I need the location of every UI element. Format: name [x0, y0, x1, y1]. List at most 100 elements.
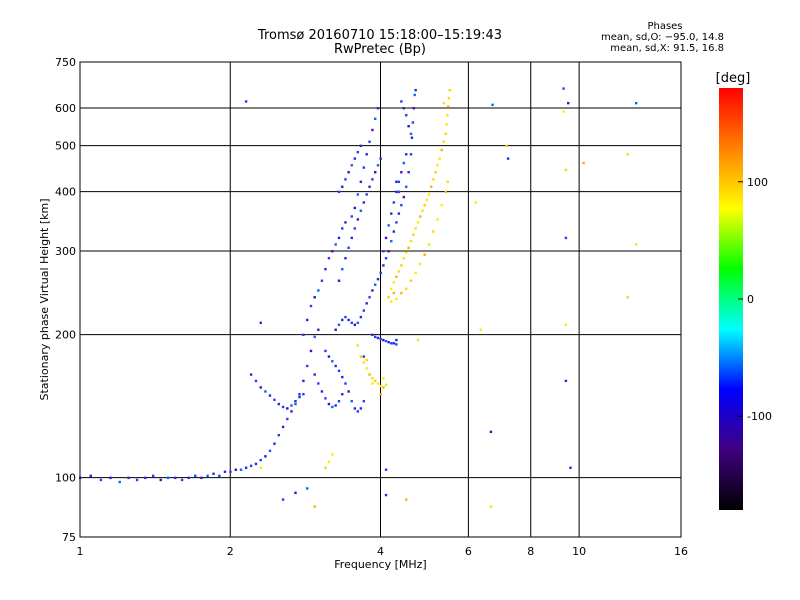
x-mode-point — [446, 180, 449, 184]
x-mode-point — [371, 382, 374, 385]
x-mode-point — [409, 239, 413, 243]
o-mode-point — [259, 458, 262, 462]
x-mode-point — [365, 358, 368, 362]
x-mode-point — [445, 123, 448, 126]
o-mode-point — [317, 289, 320, 292]
x-mode-point — [427, 243, 431, 246]
o-mode-point — [368, 296, 371, 299]
y-tick-label: 500 — [55, 140, 76, 153]
x-mode-point — [400, 264, 403, 267]
o-mode-point — [387, 250, 390, 253]
o-mode-point — [402, 161, 406, 165]
o-mode-point — [356, 410, 360, 413]
o-mode-point — [414, 88, 417, 92]
o-mode-point — [327, 402, 331, 406]
o-mode-point — [356, 150, 360, 154]
plot-frame — [79, 61, 682, 538]
plot-grid — [80, 62, 681, 537]
o-mode-point — [277, 402, 281, 406]
o-mode-point — [356, 193, 360, 196]
o-mode-point — [371, 128, 374, 132]
o-mode-point — [331, 360, 334, 363]
o-mode-point — [273, 398, 276, 401]
y-axis-label: Stationary phase Virtual Height [km] — [38, 198, 51, 400]
o-mode-point — [353, 206, 357, 210]
x-mode-point — [440, 203, 443, 207]
o-mode-point — [376, 277, 380, 281]
x-mode-point — [505, 144, 508, 148]
x-tick-label: 1 — [77, 545, 84, 558]
o-mode-point — [374, 283, 377, 286]
x-mode-point — [395, 297, 398, 301]
y-tick-label: 200 — [55, 329, 76, 342]
o-mode-point — [268, 394, 272, 397]
x-mode-point — [313, 505, 316, 508]
x-tick-label: 6 — [465, 545, 472, 558]
x-mode-point — [626, 153, 629, 156]
o-mode-point — [206, 474, 209, 478]
o-mode-point — [144, 476, 147, 480]
x-mode-point — [434, 171, 437, 174]
x-mode-point — [376, 382, 380, 385]
o-mode-point — [344, 315, 347, 319]
o-mode-point — [135, 478, 139, 482]
o-mode-point — [334, 243, 337, 246]
o-mode-point — [294, 400, 297, 403]
o-mode-point — [353, 157, 357, 160]
o-mode-point — [306, 364, 309, 368]
x-axis: 1 2 4 6 8 10 16 — [77, 545, 689, 558]
o-mode-point — [376, 107, 380, 110]
o-mode-point — [353, 227, 357, 230]
x-mode-point — [400, 291, 403, 295]
o-mode-point — [368, 185, 371, 188]
o-mode-point — [159, 478, 162, 482]
x-mode-point — [474, 201, 477, 204]
x-mode-point — [436, 164, 439, 167]
o-mode-point — [359, 209, 363, 212]
x-mode-point — [446, 114, 449, 117]
x-mode-point — [582, 161, 585, 165]
o-mode-point — [294, 402, 297, 406]
o-mode-point — [379, 157, 382, 160]
o-mode-point — [166, 476, 170, 480]
x-mode-point — [440, 148, 443, 152]
x-mode-point — [412, 233, 415, 236]
o-mode-point — [277, 433, 281, 437]
o-mode-point — [239, 468, 243, 471]
o-mode-point — [411, 121, 415, 124]
o-mode-point — [382, 264, 385, 267]
colorbar-tick-label: -100 — [747, 410, 772, 423]
x-mode-point — [414, 227, 417, 230]
y-tick-label: 400 — [55, 186, 76, 199]
o-mode-point — [302, 393, 305, 396]
o-mode-point — [564, 379, 568, 383]
x-mode-point — [405, 498, 408, 501]
o-mode-point — [324, 397, 327, 400]
o-mode-point — [567, 101, 570, 105]
o-mode-point — [317, 382, 320, 385]
x-mode-point — [407, 246, 410, 250]
o-mode-point — [229, 470, 232, 473]
x-mode-point — [390, 287, 393, 291]
x-tick-label: 4 — [377, 545, 384, 558]
x-mode-point — [371, 377, 374, 380]
o-mode-point — [313, 373, 316, 376]
o-mode-point — [334, 404, 337, 407]
o-mode-point — [347, 318, 350, 322]
o-mode-point — [320, 390, 324, 393]
o-mode-point — [223, 470, 227, 473]
colorbar-ticks: 100 0 -100 — [738, 176, 772, 423]
x-mode-point — [405, 251, 408, 254]
o-mode-point — [109, 476, 112, 480]
o-mode-point — [376, 336, 380, 340]
o-mode-point — [405, 153, 408, 156]
o-mode-point — [99, 478, 103, 482]
o-mode-point — [489, 430, 493, 434]
o-mode-point — [337, 190, 341, 194]
o-mode-point — [302, 379, 305, 383]
x-mode-point — [444, 190, 447, 194]
o-mode-point — [334, 364, 337, 368]
o-mode-point — [371, 289, 374, 292]
o-mode-point — [254, 462, 258, 466]
y-tick-label: 75 — [62, 531, 76, 544]
